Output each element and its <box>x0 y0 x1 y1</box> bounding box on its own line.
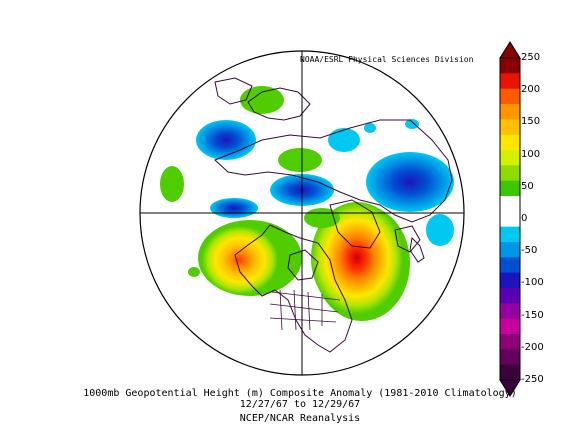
north-america-coast <box>234 224 353 353</box>
low-small-1 <box>364 123 376 133</box>
coastlines <box>214 77 453 353</box>
hudson-bay <box>287 249 319 281</box>
colorbar-tick-label: -100 <box>521 277 544 289</box>
colorbar-tick-label: 200 <box>521 84 541 96</box>
anomaly-field <box>160 86 454 321</box>
japan <box>409 236 425 263</box>
green-patch-greenland <box>278 148 322 172</box>
colorbar-bottom-arrow <box>499 379 521 397</box>
colorbar-tick-label: -50 <box>521 245 538 257</box>
greenland <box>329 199 381 249</box>
low-north <box>328 128 360 152</box>
colorbar <box>499 41 521 397</box>
green-patch-europe <box>304 208 340 228</box>
colorbar-tick-label: 0 <box>521 213 528 224</box>
colorbar-swatch <box>500 288 520 304</box>
colorbar-swatch <box>500 226 520 243</box>
colorbar-swatch <box>500 349 520 366</box>
caption-dates: 12/27/67 to 12/29/67 <box>239 399 361 410</box>
colorbar-swatch <box>500 88 520 105</box>
graticule <box>140 51 464 375</box>
colorbar-swatch <box>500 242 520 258</box>
colorbar-tick-label: 150 <box>521 116 541 128</box>
north-pacific-high <box>202 226 278 294</box>
colorbar-swatch <box>500 196 520 212</box>
colorbar-swatch <box>500 104 520 120</box>
colorbar-tick-label: 250 <box>521 52 541 63</box>
colorbar-tick-label: 100 <box>521 148 541 160</box>
alaska <box>394 225 421 253</box>
colorbar-swatch <box>500 318 520 335</box>
europe-west <box>247 87 311 121</box>
africa-north <box>214 77 253 105</box>
colorbar-swatch <box>500 272 520 289</box>
caption-title: 1000mb Geopotential Height (m) Composite… <box>83 388 517 399</box>
low-west <box>210 198 258 218</box>
colorbar-tick-label: -200 <box>521 341 544 353</box>
green-patch-north <box>240 86 284 114</box>
colorbar-swatch <box>500 119 520 136</box>
colorbar-swatch <box>500 73 520 90</box>
credit-label: NOAA/ESRL Physical Sciences Division <box>300 55 474 64</box>
colorbar-swatch <box>500 134 520 151</box>
state-borders <box>269 289 341 331</box>
map-boundary <box>139 50 465 376</box>
colorbar-swatch <box>500 58 520 74</box>
colorbar-swatch <box>500 334 520 350</box>
colorbar-swatch <box>500 211 520 228</box>
colorbar-tick-label: 50 <box>521 180 534 192</box>
low-northwest <box>196 120 256 160</box>
north-atlantic-high <box>311 202 403 314</box>
siberian-low <box>366 152 454 212</box>
caption-source: NCEP/NCAR Reanalysis <box>239 413 361 424</box>
green-patch-small <box>188 267 200 277</box>
colorbar-tick-label: -150 <box>521 309 544 321</box>
colorbar-swatch <box>500 364 520 381</box>
green-patch-west <box>160 166 184 202</box>
colorbar-tick-label: -250 <box>521 374 544 385</box>
colorbar-swatch <box>500 150 520 166</box>
colorbar-swatch <box>500 180 520 197</box>
colorbar-swatch <box>500 303 520 320</box>
colorbar-top-arrow <box>499 41 521 59</box>
eurasia-coast <box>214 119 453 223</box>
colorbar-swatch <box>500 165 520 182</box>
low-small-2 <box>405 119 419 129</box>
colorbar-swatch <box>500 257 520 274</box>
low-east-edge <box>426 214 454 246</box>
